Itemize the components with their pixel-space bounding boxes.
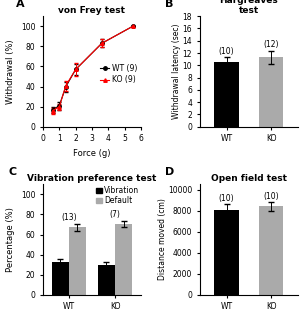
Text: (10): (10) [263, 191, 279, 201]
Y-axis label: Percentage (%): Percentage (%) [6, 207, 15, 272]
Bar [69, 227, 86, 295]
Text: (13): (13) [61, 214, 77, 223]
Title: Open field test: Open field test [211, 175, 287, 183]
Bar [214, 62, 239, 127]
Title: von Frey test: von Frey test [58, 6, 126, 16]
Text: (10): (10) [219, 47, 234, 55]
Bar [259, 206, 283, 295]
Legend: Vibration, Default: Vibration, Default [95, 186, 139, 205]
Bar [52, 262, 69, 295]
Y-axis label: Withdrawal (%): Withdrawal (%) [6, 39, 15, 104]
Text: C: C [9, 168, 17, 178]
Title: Hargreaves
test: Hargreaves test [220, 0, 278, 16]
Title: Vibration preference test: Vibration preference test [27, 175, 157, 183]
Bar [98, 265, 115, 295]
Text: D: D [165, 168, 175, 178]
Bar [214, 210, 239, 295]
Text: A: A [16, 0, 24, 9]
Bar [259, 57, 283, 127]
Text: (12): (12) [263, 40, 279, 49]
Legend: WT (9), KO (9): WT (9), KO (9) [100, 64, 137, 84]
X-axis label: Force (g): Force (g) [73, 149, 111, 158]
Bar [115, 225, 132, 295]
Text: (10): (10) [219, 194, 234, 203]
Y-axis label: Distance moved (cm): Distance moved (cm) [157, 199, 166, 281]
Y-axis label: Withdrawal latency (sec): Withdrawal latency (sec) [172, 24, 181, 119]
Text: (7): (7) [110, 211, 121, 219]
Text: B: B [165, 0, 174, 9]
